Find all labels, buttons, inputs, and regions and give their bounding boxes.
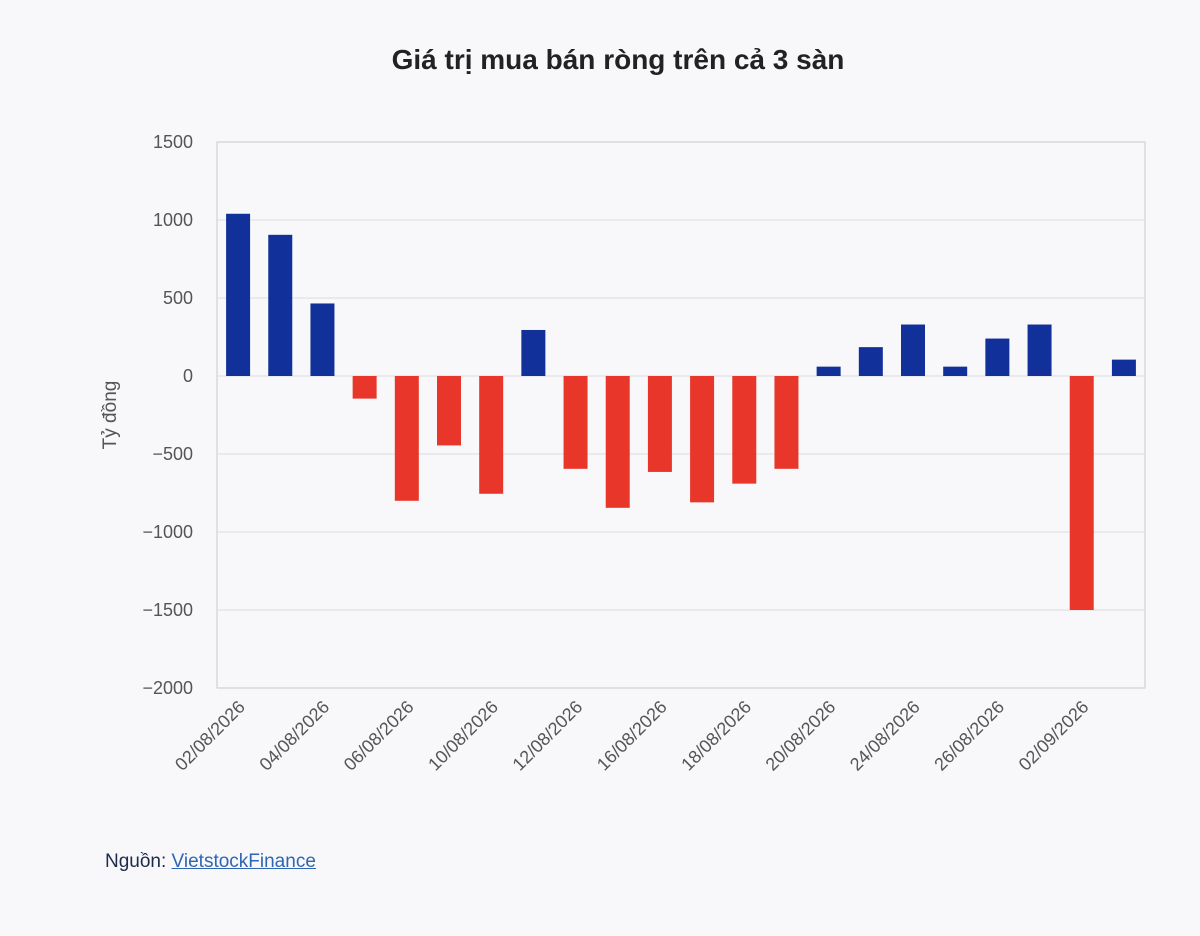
- x-tick-label: 16/08/2026: [593, 697, 671, 775]
- x-tick-label: 02/08/2026: [171, 697, 249, 775]
- x-tick-label: 20/08/2026: [762, 697, 840, 775]
- x-tick-label: 12/08/2026: [509, 697, 587, 775]
- x-tick-label: 24/08/2026: [846, 697, 924, 775]
- chart-title: Giá trị mua bán ròng trên cả 3 sàn: [391, 44, 845, 75]
- bar: [352, 376, 377, 399]
- x-tick-label: 04/08/2026: [255, 697, 333, 775]
- bar: [268, 234, 293, 376]
- y-tick-label: 0: [183, 366, 193, 386]
- y-tick-label: 1500: [153, 132, 193, 152]
- bar: [1027, 324, 1052, 376]
- bar: [521, 329, 546, 376]
- x-tick-label: 10/08/2026: [424, 697, 502, 775]
- bar: [732, 376, 757, 484]
- bar: [310, 303, 335, 376]
- source-label: Nguồn:: [105, 851, 172, 872]
- bar: [690, 376, 715, 503]
- bar: [226, 213, 251, 376]
- bar: [985, 338, 1010, 376]
- y-axis-title: Tỷ đồng: [100, 381, 121, 450]
- y-tick-label: −1000: [142, 522, 193, 542]
- x-tick-label: 26/08/2026: [930, 697, 1008, 775]
- bar: [647, 376, 672, 472]
- bar: [1111, 359, 1136, 376]
- bar: [816, 366, 841, 376]
- bar: [479, 376, 504, 494]
- x-tick-label: 18/08/2026: [677, 697, 755, 775]
- plot-area: [216, 141, 1146, 689]
- y-axis-ticks: 1500 1000 500 0 −500 −1000 −1500 −2000: [142, 132, 193, 698]
- x-tick-label: 06/08/2026: [340, 697, 418, 775]
- source-line: Nguồn: VietstockFinance: [105, 851, 316, 873]
- bar: [563, 376, 588, 469]
- y-tick-label: 500: [163, 288, 193, 308]
- source-link[interactable]: VietstockFinance: [171, 851, 316, 872]
- bars: [226, 213, 1136, 610]
- y-tick-label: −2000: [142, 678, 193, 698]
- x-tick-label: 02/09/2026: [1015, 697, 1093, 775]
- y-tick-label: −1500: [142, 600, 193, 620]
- y-tick-label: −500: [152, 444, 193, 464]
- bar: [943, 366, 968, 376]
- y-tick-label: 1000: [153, 210, 193, 230]
- bar: [858, 347, 883, 376]
- bar: [901, 324, 925, 376]
- bar: [394, 376, 419, 501]
- bar: [605, 376, 630, 508]
- bar: [1069, 376, 1094, 610]
- bar: [774, 376, 799, 469]
- bar: [437, 376, 461, 446]
- x-axis-ticks: 02/08/2026 04/08/2026 06/08/2026 10/08/2026…: [171, 697, 1092, 775]
